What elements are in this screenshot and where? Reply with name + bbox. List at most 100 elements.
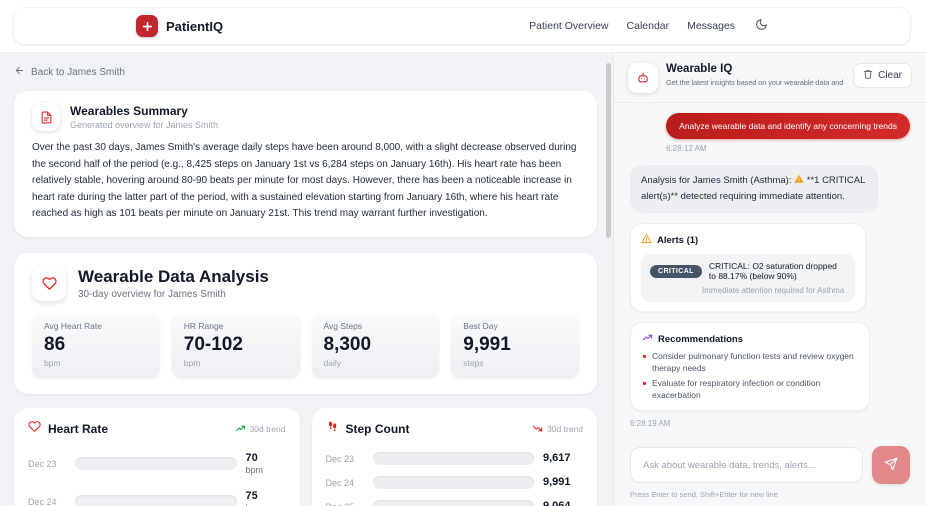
stats-row: Avg Heart Rate 86 bpm HR Range 70-102 bp… [32,312,579,378]
warning-triangle-icon [641,233,652,247]
alert-item: CRITICAL CRITICAL: O2 saturation dropped… [641,254,855,303]
chart-row-value: 75 [245,490,258,503]
stat-label: Avg Steps [323,320,363,331]
chart-row-value: 70 [245,451,258,464]
stat-tile: HR Range 70-102 bpm [171,312,300,378]
chat-title: Wearable IQ [666,63,733,75]
summary-body: Over the past 30 days, James Smith's ave… [32,142,577,220]
stat-value: 86 [44,333,66,355]
trend-chart-icon [642,332,653,346]
bar-track [372,476,534,490]
stat-value: 70-102 [183,333,243,355]
left-pane-scrollbar[interactable] [606,59,611,501]
bar-track [75,495,237,506]
heart-rate-chart-card: Heart Rate 30d trend [14,407,300,506]
top-nav: Patient Overview Calendar Messages [529,20,735,32]
send-button[interactable] [872,446,910,484]
stat-unit: bpm [44,357,61,368]
plus-icon [136,15,158,37]
nav-item[interactable]: Calendar [626,20,670,32]
chart-row-unit: bpm [245,465,264,476]
assistant-message-timestamp: 6:28:19 AM [630,419,671,429]
chat-input[interactable] [630,447,863,483]
brand-logo[interactable]: PatientIQ [136,15,223,37]
analysis-alert-text: **1 CRITICAL alert(s)** [641,175,865,202]
wearable-iq-chat-panel: Wearable IQ Get the latest insights base… [613,53,926,506]
stat-value: 8,300 [323,333,372,355]
assistant-message-group: Analysis for James Smith (Asthma): **1 C… [630,165,910,428]
chart-row-label: Dec 24 [28,496,57,506]
recommendations-card: Recommendations Consider pulmonary funct… [630,322,870,412]
wearables-summary-card: Wearables Summary Generated overview for… [14,91,597,237]
critical-badge: CRITICAL [650,264,702,278]
chat-subtitle: Get the latest insights based on your we… [666,78,845,87]
back-link-label: Back to James Smith [31,66,125,78]
stat-value: 9,991 [463,333,511,355]
bar-track [372,500,534,506]
stat-label: Best Day [463,320,498,331]
alert-subtext: Immediate attention required for Asthma [702,286,845,296]
chart-row-value-block: 9,064 [543,500,583,506]
chart-row-label: Dec 23 [28,458,57,469]
heart-icon [28,420,41,438]
chart-row: Dec 23 9,617 [325,452,584,466]
wearable-data-analysis-card: Wearable Data Analysis 30-day overview f… [14,252,597,394]
chart-row-label: Dec 24 [325,477,355,488]
chat-messages: Analyze wearable data and identify any c… [614,103,926,438]
analysis-prefix: Analysis for James Smith (Asthma): [641,175,792,186]
analysis-subtitle: 30-day overview for James Smith [78,289,226,301]
chat-header: Wearable IQ Get the latest insights base… [614,53,926,103]
recommendation-item: Consider pulmonary function tests and re… [642,351,858,374]
chart-trend: 30d trend [235,423,286,434]
recommendations-title: Recommendations [658,333,743,345]
stat-unit: daily [323,357,341,368]
alert-text: CRITICAL: O2 saturation dropped to 88.17… [708,261,837,282]
clear-button-label: Clear [878,70,902,81]
chart-row: Dec 24 75 bpm [28,490,286,506]
chart-rows: Dec 23 70 bpm Dec 24 [28,452,286,506]
main-content: Back to James Smith Wearables Summary Ge… [0,52,926,506]
chat-input-area: Press Enter to send, Shift+Enter for new… [614,438,926,506]
chart-row-label: Dec 23 [325,453,355,464]
paper-plane-icon [884,457,898,474]
alerts-title: Alerts (1) [657,234,699,246]
trash-icon [863,69,873,82]
chart-row-value-block: 70 bpm [246,452,286,475]
theme-toggle-button[interactable] [755,18,768,34]
patient-report-pane: Back to James Smith Wearables Summary Ge… [0,53,613,506]
analysis-suffix: detected requiring immediate attention. [680,190,845,202]
chart-title: Heart Rate [48,421,109,436]
clear-chat-button[interactable]: Clear [853,63,912,88]
bar-track [372,452,534,466]
chart-row: Dec 24 9,991 [325,476,584,490]
stat-label: HR Range [183,320,224,331]
charts-row: Heart Rate 30d trend [14,407,597,506]
user-message-timestamp: 6:28:12 AM [666,144,707,153]
scrollbar-thumb[interactable] [606,63,611,238]
chart-title: Step Count [345,421,410,436]
chart-row-value: 9,064 [543,500,583,506]
chart-row-unit: bpm [246,503,286,506]
nav-item[interactable]: Patient Overview [529,20,609,32]
alerts-card: Alerts (1) CRITICAL CRITICAL: O2 saturat… [630,223,866,313]
stat-tile: Best Day 9,991 steps [451,312,579,378]
bot-icon [628,63,658,93]
chart-row: Dec 23 70 bpm [28,452,286,475]
chart-row-value-block: 75 bpm [246,490,286,506]
trend-up-icon [235,423,246,434]
recommendation-item: Evaluate for respiratory infection or co… [642,378,858,401]
bar-track [75,457,237,471]
assistant-message: Analysis for James Smith (Asthma): **1 C… [630,165,878,214]
chart-trend-label: 30d trend [249,423,286,434]
back-link[interactable]: Back to James Smith [14,65,125,79]
heart-icon [32,266,66,301]
nav-item[interactable]: Messages [687,20,735,32]
footprints-icon [326,420,339,438]
chart-row-value-block: 9,617 [543,452,583,465]
analysis-title: Wearable Data Analysis [78,267,269,287]
brand-name: PatientIQ [166,18,224,34]
stat-tile: Avg Steps 8,300 daily [311,312,440,378]
chart-row-value-block: 9,991 [543,476,583,489]
chart-trend: 30d trend [532,423,583,434]
